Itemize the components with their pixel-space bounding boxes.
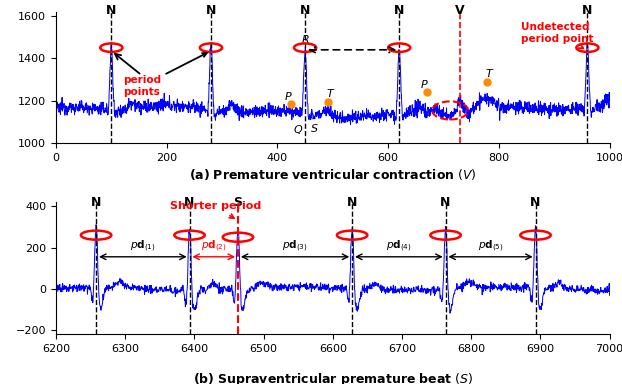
Text: N: N <box>531 196 541 209</box>
Text: $T$: $T$ <box>485 67 494 79</box>
Text: N: N <box>184 196 195 209</box>
Text: N: N <box>394 4 404 17</box>
Text: N: N <box>440 196 451 209</box>
Text: $R$: $R$ <box>301 33 310 45</box>
Text: $T$: $T$ <box>327 88 336 99</box>
Text: N: N <box>91 196 101 209</box>
Text: V: V <box>455 4 465 17</box>
Text: N: N <box>582 4 593 17</box>
Text: S: S <box>233 196 243 209</box>
Text: N: N <box>106 4 116 17</box>
Text: N: N <box>300 4 310 17</box>
Text: period
points: period points <box>123 53 207 97</box>
Text: Undetected
period point: Undetected period point <box>521 22 593 48</box>
Text: $P$: $P$ <box>420 78 429 90</box>
Text: $Q$: $Q$ <box>293 123 304 136</box>
Text: $\mathbf{(a)\ Premature\ ventricular\ contraction}$ $\mathit{(V)}$: $\mathbf{(a)\ Premature\ ventricular\ co… <box>189 167 476 182</box>
Text: N: N <box>206 4 216 17</box>
Text: $P$: $P$ <box>284 89 293 101</box>
Text: $p\mathbf{d}_{(2)}$: $p\mathbf{d}_{(2)}$ <box>201 239 226 254</box>
Text: N: N <box>347 196 357 209</box>
Text: $S$: $S$ <box>310 122 318 134</box>
Text: $p\mathbf{d}_{(5)}$: $p\mathbf{d}_{(5)}$ <box>478 239 503 254</box>
Text: Shorter period: Shorter period <box>170 202 261 218</box>
Text: $p\mathbf{d}_{(4)}$: $p\mathbf{d}_{(4)}$ <box>386 239 412 254</box>
Text: $p\mathbf{d}_{(3)}$: $p\mathbf{d}_{(3)}$ <box>282 239 308 254</box>
Text: $p\mathbf{d}_{(1)}$: $p\mathbf{d}_{(1)}$ <box>130 239 156 254</box>
Text: $\mathbf{(b)\ Supraventricular\ premature\ beat}$ $\mathit{(S)}$: $\mathbf{(b)\ Supraventricular\ prematur… <box>193 371 473 384</box>
